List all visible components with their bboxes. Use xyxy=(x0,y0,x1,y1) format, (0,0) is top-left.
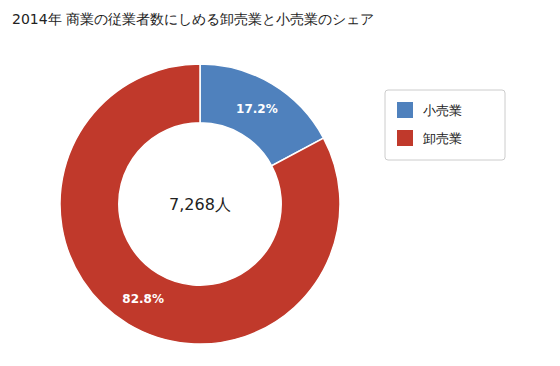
legend-label: 小売業 xyxy=(423,103,462,118)
legend-swatch xyxy=(397,130,413,146)
slice xyxy=(60,64,340,344)
data-label: 82.8% xyxy=(122,292,164,306)
chart: 2014年 商業の従業者数にしめる卸売業と小売業のシェア 17.2% 82.8% 7,… xyxy=(0,0,560,366)
data-labels: 17.2% 82.8% xyxy=(122,102,277,306)
slices xyxy=(60,64,340,344)
legend-frame xyxy=(385,90,505,160)
legend-swatch xyxy=(397,102,413,118)
center-text: 7,268人 xyxy=(169,195,231,214)
legend-label: 卸売業 xyxy=(423,131,462,146)
title: 2014年 商業の従業者数にしめる卸売業と小売業のシェア xyxy=(12,11,374,27)
legend: 小売業卸売業 xyxy=(385,90,505,160)
data-label: 17.2% xyxy=(236,102,278,116)
